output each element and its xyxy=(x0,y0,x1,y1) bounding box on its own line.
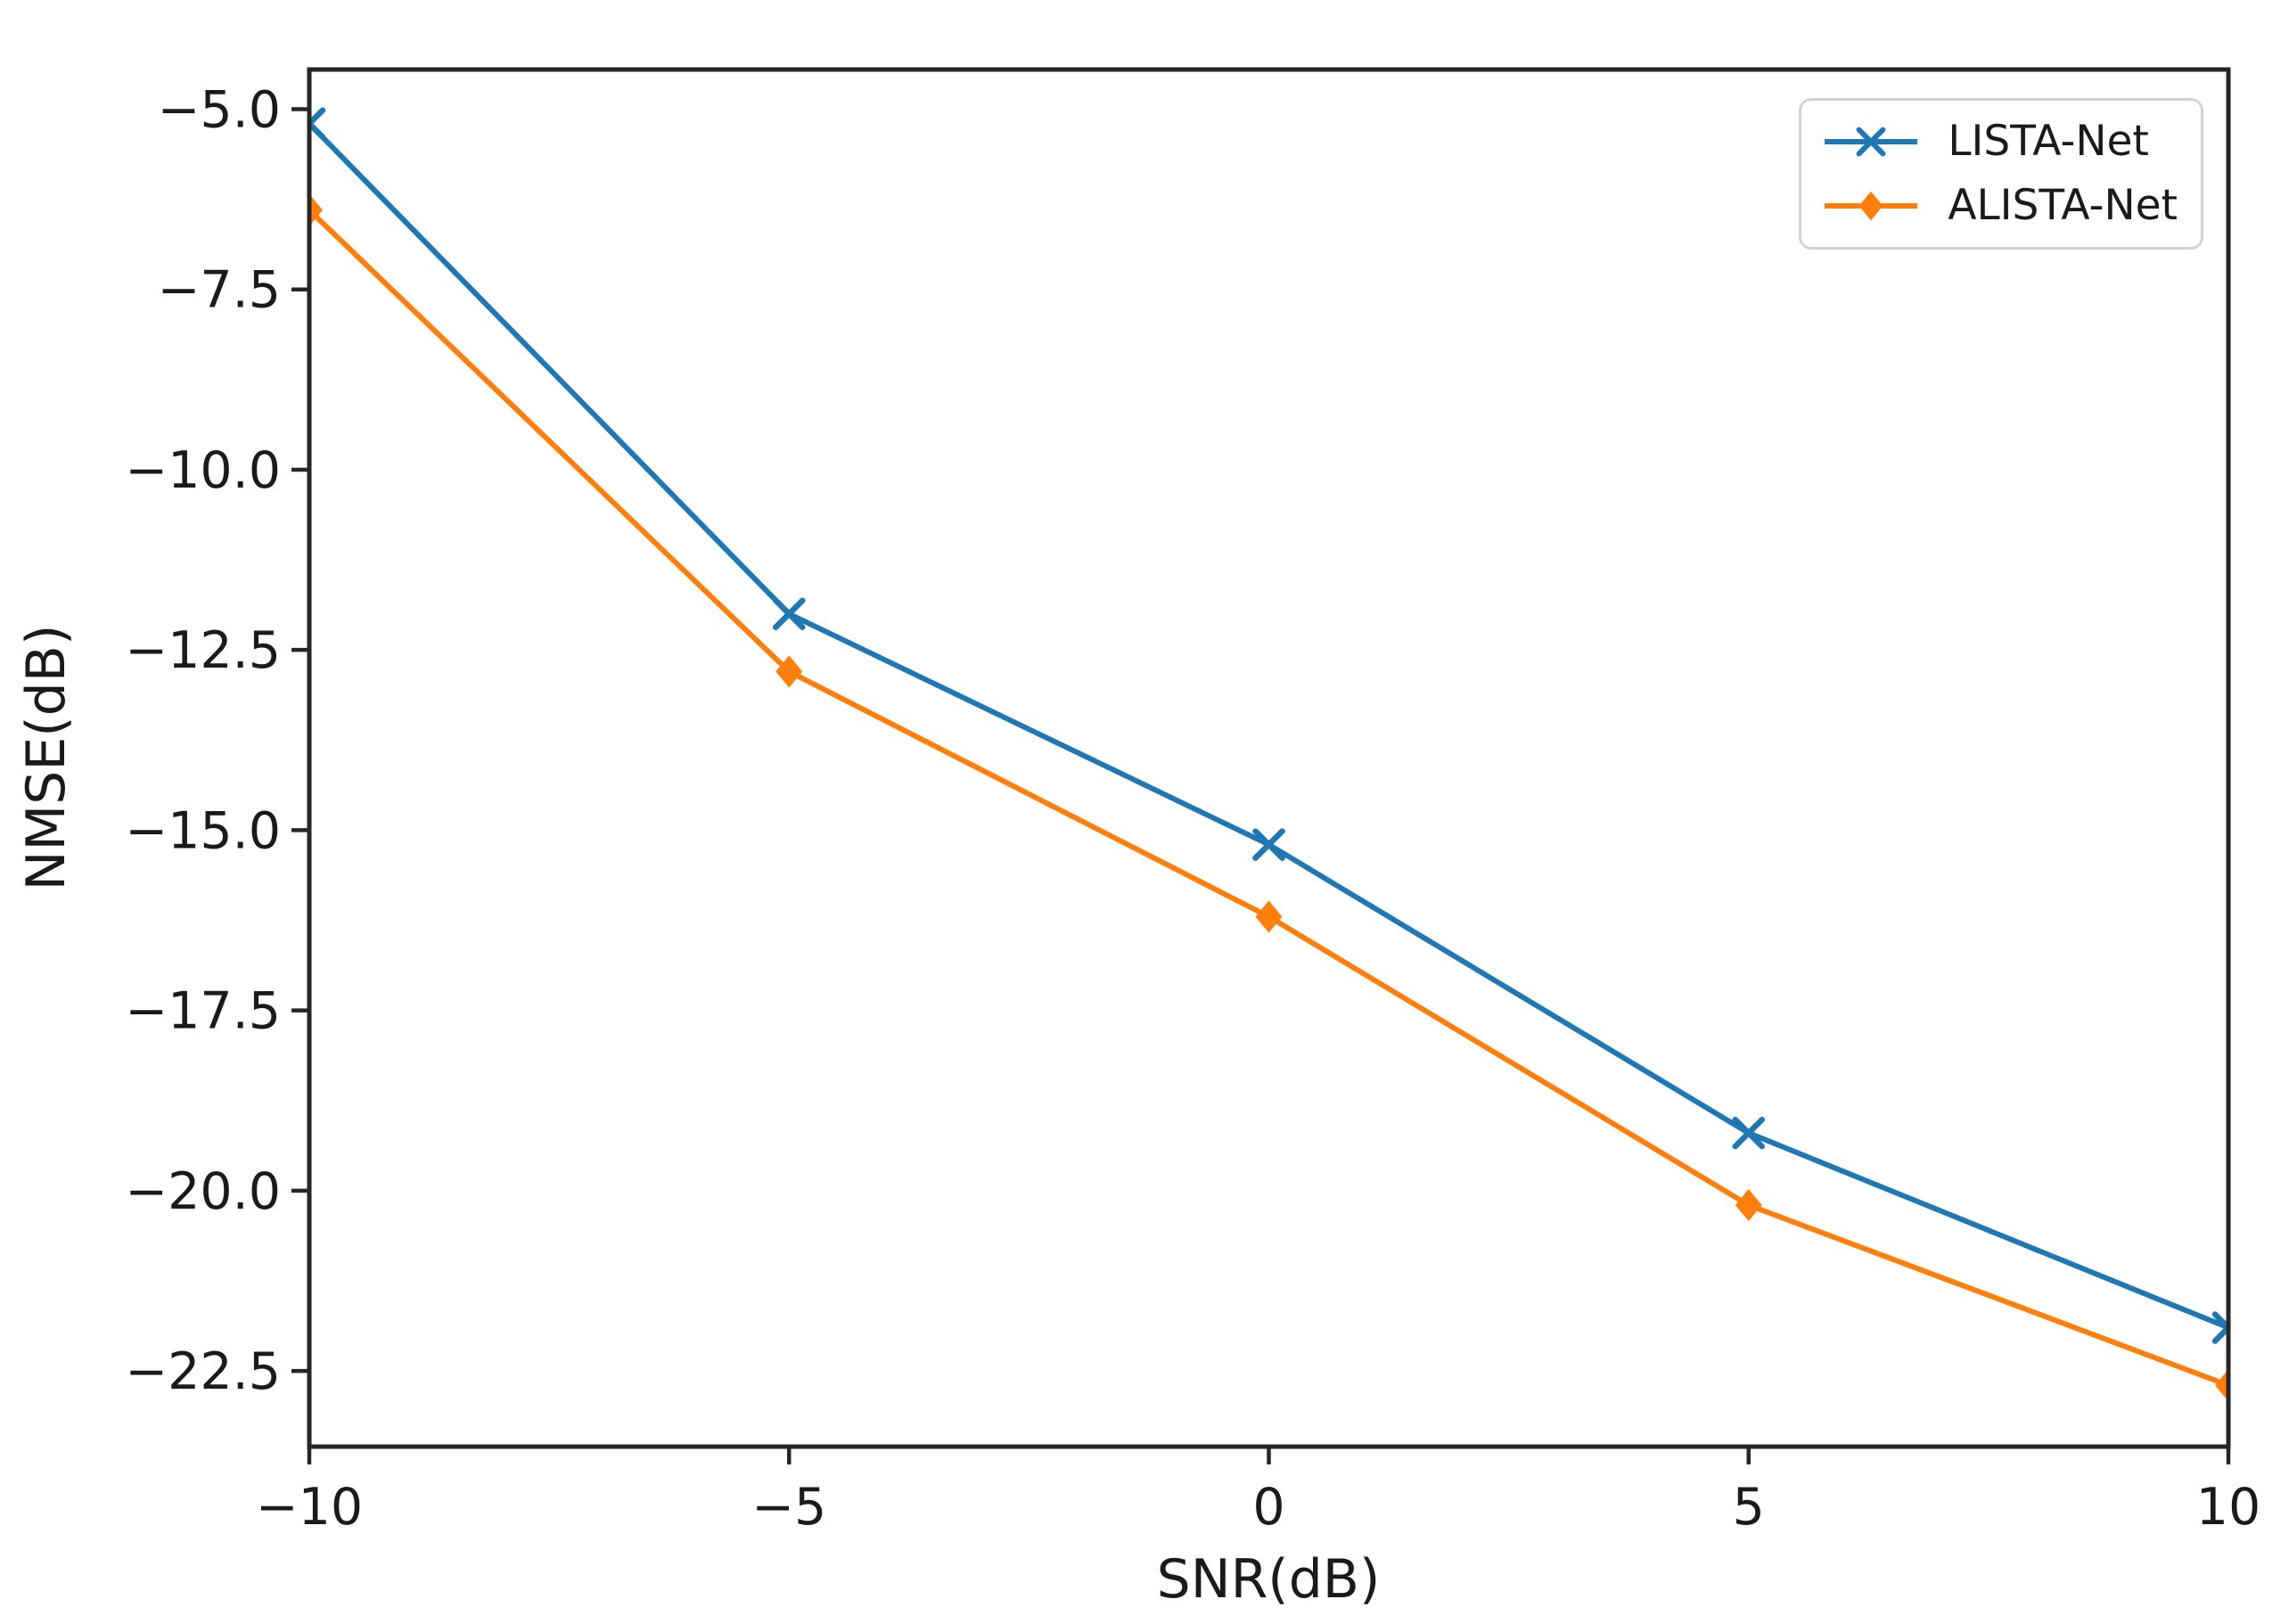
diamond-marker xyxy=(1735,1189,1762,1222)
legend-item-lista-net: LISTA-Net xyxy=(1817,117,2178,167)
series-lista-net xyxy=(309,107,2228,1344)
x-marker xyxy=(309,107,326,128)
x-tick-label: 0 xyxy=(1252,1478,1284,1537)
diamond-marker xyxy=(1858,191,1883,221)
y-tick-label: −7.5 xyxy=(158,261,281,320)
x-marker xyxy=(1856,127,1886,157)
diamond-marker xyxy=(775,655,803,688)
x-marker xyxy=(1252,828,1285,861)
x-marker xyxy=(309,119,326,140)
y-tick-label: −22.5 xyxy=(125,1342,281,1401)
legend-label-lista-net: LISTA-Net xyxy=(1948,117,2149,166)
y-tick-label: −10.0 xyxy=(125,441,281,500)
x-tick-label: 5 xyxy=(1733,1478,1765,1537)
y-tick-label: −5.0 xyxy=(158,80,281,139)
y-tick-label: −12.5 xyxy=(125,621,281,680)
diamond-marker xyxy=(1255,900,1283,933)
legend-item-alista-net: ALISTA-Net xyxy=(1817,181,2178,231)
y-tick-label: −17.5 xyxy=(125,982,281,1041)
x-tick-label: 10 xyxy=(2196,1478,2261,1537)
x-tick-label: −5 xyxy=(751,1478,826,1537)
diamond-marker xyxy=(2215,1369,2228,1402)
x-marker xyxy=(2211,1311,2228,1333)
x-tick-label: −10 xyxy=(256,1478,363,1537)
legend-label-alista-net: ALISTA-Net xyxy=(1948,181,2178,230)
diamond-marker xyxy=(309,193,323,226)
plot-frame xyxy=(307,67,2231,1449)
y-axis-label: NMSE(dB) xyxy=(15,625,78,891)
x-axis-label: SNR(dB) xyxy=(1157,1548,1381,1611)
y-tick-label: −15.0 xyxy=(125,801,281,860)
alista-net-line-marker-icon xyxy=(1825,191,1918,221)
legend: LISTA-Net ALISTA-Net xyxy=(1799,98,2203,250)
x-marker xyxy=(773,597,806,630)
series-alista-net xyxy=(309,193,2228,1402)
y-tick-label: −20.0 xyxy=(125,1162,281,1221)
series-line xyxy=(309,121,2228,1331)
lista-net-line-marker-icon xyxy=(1825,127,1918,157)
x-marker xyxy=(1732,1116,1765,1150)
x-marker xyxy=(2211,1323,2228,1344)
